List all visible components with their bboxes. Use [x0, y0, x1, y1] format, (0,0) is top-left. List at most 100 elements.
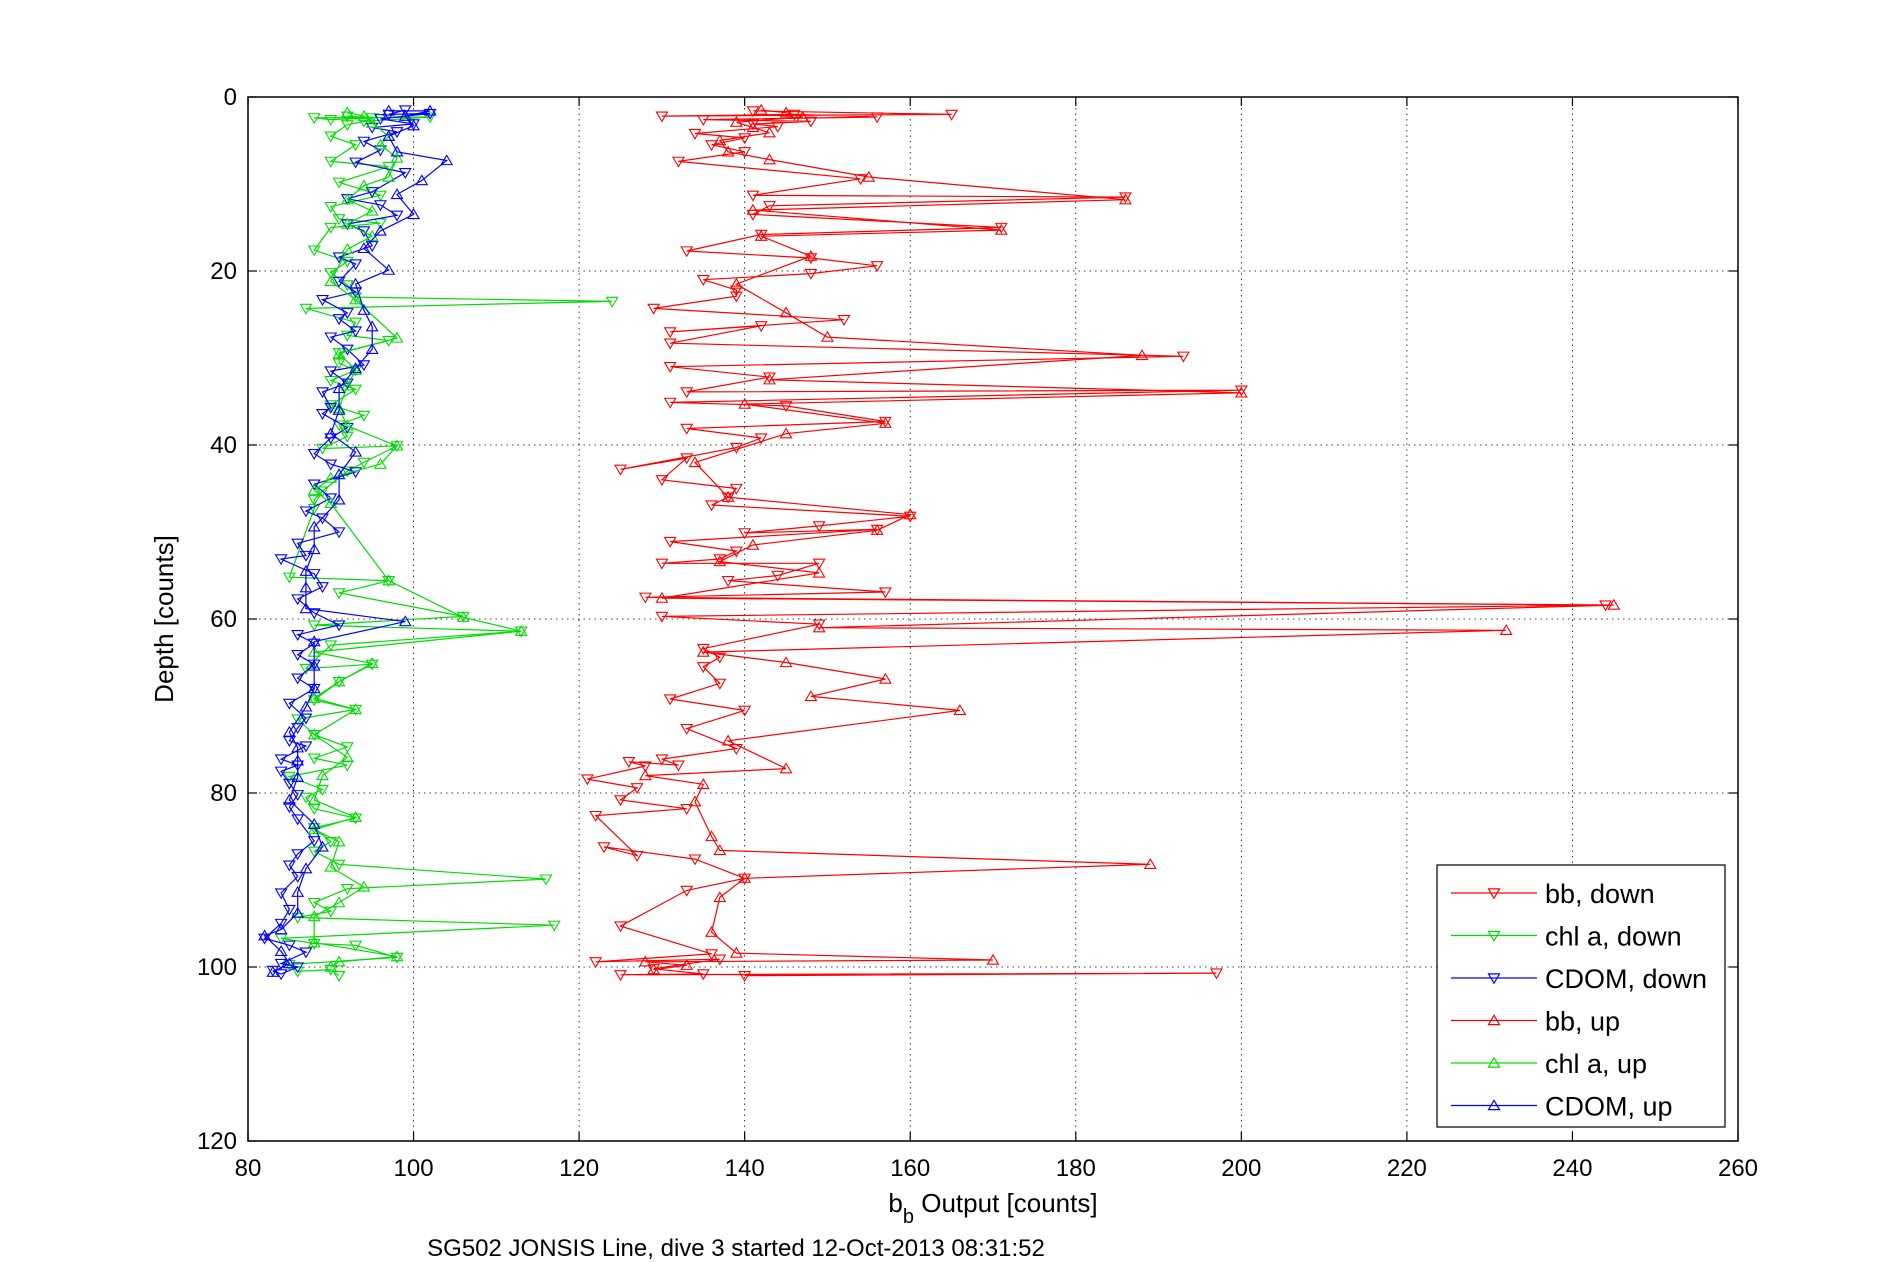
data-point-marker [291, 814, 305, 826]
data-point-marker [282, 802, 296, 814]
data-point-marker [332, 382, 346, 394]
data-point-marker [299, 741, 313, 753]
x-tick-label: 220 [1387, 1155, 1427, 1182]
data-point-marker [307, 818, 321, 829]
data-point-marker [324, 156, 338, 168]
data-point-marker [854, 174, 868, 186]
data-point-marker [738, 705, 752, 717]
data-point-marker [274, 945, 288, 957]
data-point-marker [986, 953, 1000, 965]
data-point-marker [349, 467, 363, 479]
data-point-marker [324, 201, 338, 213]
data-point-marker [299, 564, 313, 576]
data-point-marker [680, 723, 694, 735]
data-point-marker [307, 682, 321, 694]
data-point-marker [332, 358, 346, 370]
data-point-marker [680, 453, 694, 465]
series-5 [258, 104, 454, 977]
x-tick-label: 120 [559, 1155, 599, 1182]
data-point-marker [878, 672, 892, 684]
x-tick-label: 140 [725, 1155, 765, 1182]
data-point-marker [680, 885, 694, 897]
data-point-marker [340, 419, 354, 431]
data-point-marker [696, 969, 710, 981]
data-point-marker [804, 249, 818, 261]
x-tick-label: 160 [890, 1155, 930, 1182]
legend-label: chl a, up [1545, 1049, 1647, 1079]
data-point-marker [349, 317, 363, 329]
data-point-marker [349, 277, 363, 289]
data-point-marker [299, 506, 313, 518]
data-point-marker [738, 147, 752, 159]
data-point-marker [514, 624, 528, 636]
data-point-marker [746, 203, 760, 215]
data-point-marker [332, 347, 346, 359]
data-point-marker [316, 769, 329, 781]
data-point-marker [804, 116, 818, 128]
data-point-marker [332, 527, 346, 539]
data-point-marker [274, 923, 288, 935]
data-point-marker [390, 331, 404, 343]
dive-info-caption: SG502 JONSIS Line, dive 3 started 12-Oct… [427, 1235, 1045, 1262]
data-point-marker [332, 955, 346, 967]
data-point-marker [307, 638, 321, 650]
data-point-marker [638, 761, 652, 773]
data-point-marker [1135, 349, 1149, 361]
data-point-marker [373, 200, 387, 212]
data-point-marker [274, 754, 288, 766]
data-point-marker [680, 387, 694, 399]
data-point-marker [812, 558, 826, 570]
legend-swatch-marker [1487, 1056, 1501, 1068]
data-point-marker [754, 433, 768, 445]
data-point-marker [324, 427, 338, 439]
data-point-marker [324, 222, 338, 234]
data-point-marker [340, 379, 354, 391]
x-tick-label: 260 [1718, 1155, 1758, 1182]
data-point-marker [349, 940, 363, 952]
legend-label: CDOM, up [1545, 1092, 1673, 1122]
legend-item: bb, down [1451, 879, 1655, 909]
data-point-marker [332, 420, 346, 432]
y-tick-label: 60 [210, 606, 237, 633]
data-point-marker [870, 112, 884, 124]
data-point-marker [349, 363, 363, 375]
data-point-marker [373, 145, 387, 157]
data-point-marker [324, 131, 338, 143]
series-3 [638, 103, 1621, 975]
data-point-marker [382, 104, 396, 116]
data-point-marker [299, 581, 313, 593]
data-point-marker [373, 114, 387, 126]
data-point-marker [307, 910, 321, 922]
data-point-marker [307, 695, 321, 707]
data-point-marker [340, 466, 354, 478]
x-tick-label: 200 [1221, 1155, 1261, 1182]
data-point-marker [340, 242, 354, 254]
data-point-marker [779, 401, 793, 413]
data-point-marker [373, 138, 387, 150]
data-point-marker [705, 925, 719, 937]
data-point-marker [779, 106, 793, 118]
data-point-marker [340, 217, 354, 229]
data-point-marker [274, 969, 288, 981]
data-point-marker [282, 725, 296, 737]
data-point-marker [837, 315, 851, 327]
data-point-marker [307, 495, 321, 507]
data-point-marker [696, 645, 710, 657]
data-point-marker [299, 862, 313, 874]
data-point-marker [291, 629, 305, 641]
data-point-marker [382, 263, 396, 275]
data-point-marker [324, 402, 338, 414]
data-point-marker [630, 850, 644, 862]
legend-swatch-marker [1487, 930, 1501, 942]
data-point-marker [763, 153, 776, 165]
data-point-marker [771, 570, 785, 582]
data-point-marker [340, 742, 354, 754]
data-point-marker [398, 168, 412, 179]
data-point-marker [746, 106, 760, 118]
data-point-marker [357, 880, 371, 892]
y-tick-label: 20 [210, 258, 237, 285]
data-point-marker [589, 810, 603, 822]
data-point-marker [307, 245, 321, 257]
series-line [263, 109, 431, 975]
data-point-marker [713, 652, 727, 664]
